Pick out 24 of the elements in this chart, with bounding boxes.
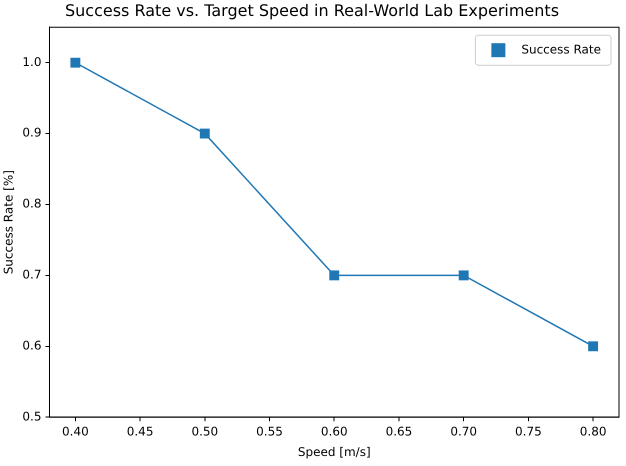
y-tick-label: 0.8	[22, 196, 42, 211]
point	[70, 58, 80, 68]
y-tick-label: 0.9	[22, 126, 42, 140]
y-tick-label: 0.5	[22, 409, 42, 424]
y-axis-title: Success Rate [%]	[1, 170, 16, 274]
point	[588, 341, 598, 352]
point	[329, 270, 340, 280]
x-tick-label: 0.60	[320, 424, 348, 439]
point	[458, 270, 469, 280]
x-tick-label: 0.80	[580, 424, 606, 439]
x-tick-label: 0.45	[126, 424, 154, 439]
y-tick-label: 0.7	[22, 268, 42, 282]
x-tick-label: 0.55	[256, 424, 283, 439]
x-tick-label: 0.70	[450, 424, 478, 439]
x-tick-label: 0.65	[386, 424, 412, 439]
x-tick-label: 0.50	[191, 424, 218, 439]
point	[200, 128, 210, 139]
x-tick-label: 0.40	[62, 424, 89, 439]
chart-title: Success Rate vs. Target Speed in Real-World Lab Experiments	[64, 0, 560, 20]
y-tick-label: 0.6	[22, 338, 42, 352]
x-axis-title: Speed [m/s]	[298, 444, 371, 459]
x-tick-label: 0.75	[515, 424, 542, 439]
y-tick-label: 1.0	[22, 54, 42, 69]
legend-label: Success Rate	[521, 42, 602, 56]
